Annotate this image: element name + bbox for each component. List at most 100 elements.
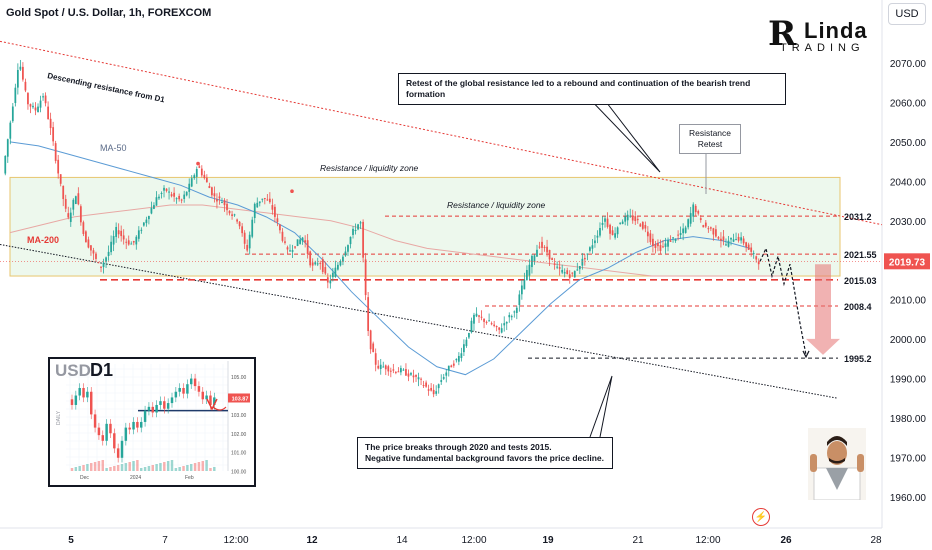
- candle-body: [95, 253, 97, 259]
- inset-candle-body: [159, 401, 162, 405]
- candle-body: [677, 234, 679, 236]
- candle-body: [571, 272, 574, 274]
- candle-body: [422, 385, 425, 387]
- candle-body: [694, 205, 697, 213]
- candle-body: [16, 70, 19, 88]
- candle-body: [573, 271, 576, 278]
- candle-body: [639, 224, 642, 227]
- candle-body: [294, 246, 296, 248]
- inset-price-badge: [228, 393, 250, 403]
- candle-body: [243, 232, 246, 244]
- candle-body: [276, 218, 279, 222]
- candle-body: [737, 236, 740, 241]
- projection-path: [759, 246, 807, 356]
- candle-body: [460, 353, 463, 359]
- callout-bottom: The price breaks through 2020 and tests …: [357, 437, 613, 469]
- candle-body: [457, 355, 460, 362]
- candle-body: [553, 263, 556, 265]
- liquidity-zone: [9, 176, 841, 277]
- inset-volume-bar: [197, 462, 201, 471]
- lightning-icon[interactable]: ⚡: [752, 508, 770, 526]
- y-tick-label: 2040.00: [890, 177, 927, 188]
- inset-candle-body: [147, 406, 151, 411]
- candle-body: [203, 174, 206, 179]
- x-tick-label: 12:00: [223, 535, 248, 546]
- inset-timeframe-label: D1: [90, 360, 114, 380]
- x-tick-label: 12:00: [461, 535, 486, 546]
- candle-body: [221, 202, 223, 204]
- candle-body: [54, 143, 57, 161]
- candle-body: [400, 368, 402, 373]
- candle-body: [29, 104, 32, 107]
- candle-body: [450, 365, 453, 368]
- candle-body: [578, 266, 581, 270]
- callout-top-pointer: [584, 93, 661, 173]
- inset-volume-bar: [166, 461, 170, 471]
- candle-body: [110, 241, 112, 253]
- candle-body: [122, 235, 125, 240]
- candle-body: [636, 218, 639, 221]
- candle-body: [495, 326, 498, 328]
- inset-volume-bar: [93, 462, 97, 471]
- candle-body: [604, 218, 606, 222]
- candle-body: [304, 240, 307, 243]
- candle-body: [493, 324, 496, 326]
- inset-volume-bar: [105, 468, 108, 471]
- candle-body: [583, 257, 586, 260]
- candle-body: [155, 197, 158, 206]
- x-tick-label: 12: [306, 535, 318, 546]
- inset-candle-body: [78, 387, 81, 396]
- candle-body: [309, 251, 312, 266]
- candle-body: [52, 127, 55, 142]
- candle-body: [57, 159, 60, 174]
- candle-body: [211, 187, 213, 196]
- candle-body: [27, 93, 29, 105]
- candle-body: [410, 373, 412, 375]
- inset-candle-body: [182, 387, 185, 394]
- inset-volume-bar: [163, 462, 166, 471]
- candle-body: [669, 240, 672, 242]
- candle-body: [334, 267, 337, 277]
- currency-button[interactable]: USD: [888, 3, 926, 25]
- candle-body: [576, 269, 579, 271]
- candle-body: [4, 155, 7, 174]
- inset-candle-body: [74, 395, 78, 405]
- candle-body: [599, 227, 601, 236]
- candle-body: [397, 371, 400, 373]
- inset-volume-bar: [70, 468, 74, 471]
- candle-body: [664, 243, 667, 247]
- candle-body: [266, 199, 269, 201]
- inset-y-tick: 102.00: [231, 432, 247, 438]
- candle-body: [465, 339, 468, 347]
- candle-body: [279, 224, 281, 231]
- candle-body: [455, 358, 458, 361]
- candle-body: [132, 241, 135, 243]
- candle-body: [231, 214, 233, 217]
- candle-body: [306, 240, 309, 254]
- candle-body: [153, 205, 155, 209]
- logo-initial: R: [768, 14, 796, 54]
- candle-body: [735, 239, 737, 241]
- inset-volume-bar: [140, 468, 143, 471]
- inset-candle-body: [209, 395, 212, 405]
- inset-candle-body: [109, 423, 112, 434]
- candle-body: [195, 169, 198, 177]
- character-image: [808, 428, 866, 500]
- candle-body: [319, 262, 322, 264]
- inset-candle-body: [105, 423, 108, 441]
- candle-body: [692, 204, 695, 217]
- candle-body: [183, 194, 186, 199]
- candle-body: [420, 378, 422, 380]
- level-label: 2021.55: [844, 250, 877, 260]
- x-tick-label: 21: [632, 535, 644, 546]
- candle-body: [568, 274, 571, 278]
- y-tick-label: 1980.00: [890, 414, 927, 425]
- candle-body: [188, 183, 191, 192]
- candle-body: [594, 240, 596, 244]
- candle-body: [452, 363, 455, 366]
- inset-volume-bar: [136, 460, 139, 471]
- inset-candle-body: [163, 401, 166, 409]
- y-tick-label: 2060.00: [890, 98, 927, 109]
- candle-body: [430, 387, 433, 391]
